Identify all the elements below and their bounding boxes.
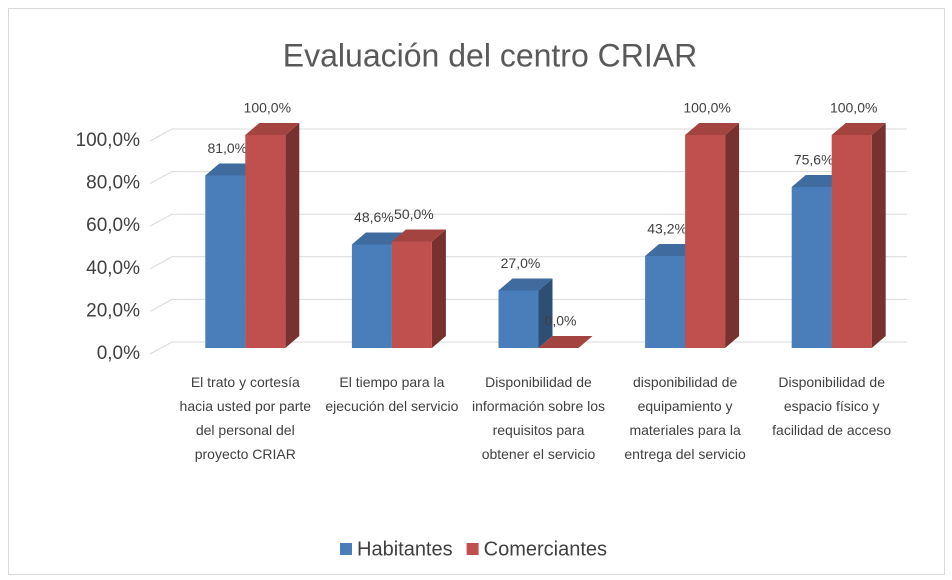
grid-line [149, 213, 907, 227]
legend-label: Comerciantes [484, 538, 607, 560]
y-tick-label: 80,0% [86, 173, 140, 194]
bar-side [285, 123, 300, 348]
x-tick-label: disponibilidad de equipamiento y materia… [624, 374, 746, 462]
legend-label: Habitantes [357, 538, 453, 560]
bar-front [391, 241, 432, 348]
y-tick-label: 20,0% [86, 300, 140, 321]
data-label: 75,6% [794, 152, 834, 168]
bar [538, 336, 593, 348]
bar [245, 123, 300, 348]
bar-side [725, 123, 740, 348]
bar [831, 123, 886, 348]
bar-front [351, 244, 392, 348]
legend-swatch [466, 543, 479, 555]
bar-side [871, 123, 886, 348]
bar-top [538, 336, 593, 348]
chart-border [8, 8, 945, 575]
data-label: 0,0% [545, 313, 577, 329]
y-tick-label: 0,0% [97, 343, 140, 364]
grid-line [149, 171, 907, 185]
bar [685, 123, 740, 348]
bar-top [831, 123, 886, 135]
data-label: 50,0% [394, 206, 434, 222]
bar-top [245, 123, 300, 135]
x-tick-label: El tiempo para la ejecución del servicio [325, 374, 459, 414]
data-label: 48,6% [354, 209, 394, 225]
x-tick-label: Disponibilidad de espacio físico y facil… [772, 374, 892, 438]
bar-side [431, 229, 446, 348]
grid-line [149, 128, 907, 142]
chart-title: Evaluación del centro CRIAR [283, 37, 697, 73]
bar [391, 229, 446, 348]
y-tick-label: 100,0% [76, 130, 141, 151]
data-label: 81,0% [207, 140, 247, 156]
bar-front [245, 135, 286, 348]
data-label: 100,0% [683, 100, 730, 116]
data-label: 100,0% [244, 100, 291, 116]
bar-front [498, 290, 539, 348]
bar-side [538, 278, 553, 348]
data-label: 27,0% [501, 255, 541, 271]
bar-front [645, 255, 686, 348]
bar-front [685, 135, 726, 348]
data-label: 100,0% [830, 100, 877, 116]
bar-top [498, 278, 553, 291]
bar-front [831, 135, 872, 348]
x-tick-label: Disponibilidad de información sobre los … [471, 374, 606, 462]
bar-top [391, 229, 446, 242]
bar-front [205, 175, 246, 348]
bar [498, 278, 553, 348]
y-tick-label: 40,0% [86, 258, 140, 279]
y-tick-label: 60,0% [86, 215, 140, 236]
legend-swatch [340, 543, 352, 555]
data-label: 43,2% [647, 221, 687, 237]
bar-top [685, 123, 740, 135]
bar-front [791, 186, 832, 348]
x-tick-label: El trato y cortesía hacia usted por part… [179, 374, 312, 462]
